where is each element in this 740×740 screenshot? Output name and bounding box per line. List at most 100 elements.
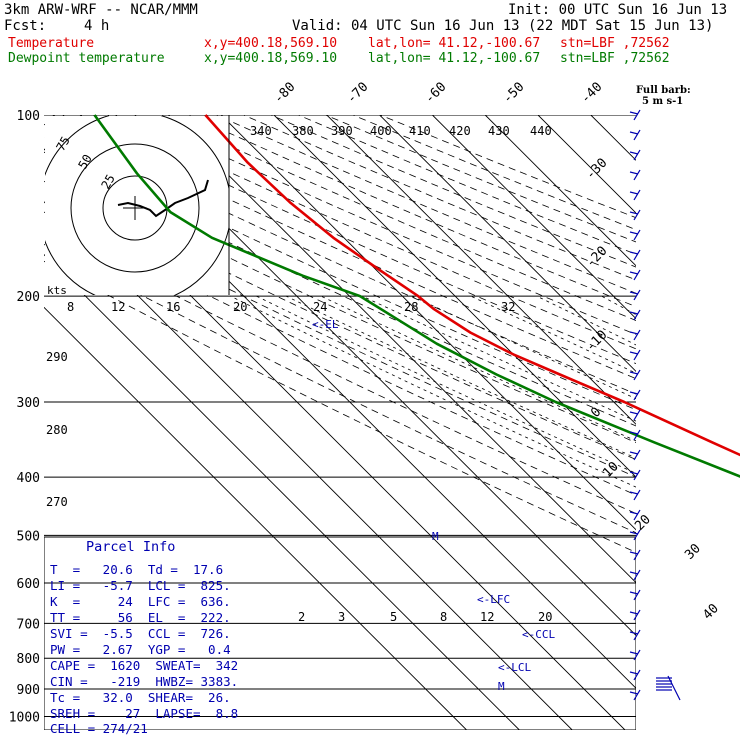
parcel-row: SREH = 27 LAPSE= 8.8 — [50, 706, 239, 721]
wind-barb-staff — [633, 549, 641, 561]
wind-barb-flag — [629, 111, 639, 115]
dry-adiabat — [79, 115, 636, 365]
wind-barb-staff — [633, 289, 641, 301]
wind-barb-flag — [629, 531, 639, 535]
parcel-row: T = 20.6 Td = 17.6 — [50, 562, 224, 577]
pressure-axis-label: 100 — [17, 109, 40, 124]
hodograph-ring-label: 50 — [75, 152, 94, 172]
temperature-station: stn=LBF ,72562 — [560, 36, 670, 51]
mixing-ratio-label: 12 — [480, 610, 494, 624]
temperature-xy: x,y=400.18,569.10 — [204, 36, 338, 51]
level-annotation: M — [432, 530, 439, 543]
isotherm-label: 0 — [588, 405, 604, 421]
wind-barb-flag — [629, 171, 639, 175]
wind-barb-staff — [633, 269, 641, 281]
mixing-ratio-label: 16 — [166, 300, 180, 314]
theta-label: 410 — [409, 124, 431, 138]
wind-barb-flag — [629, 631, 639, 635]
theta-side-label: 290 — [46, 350, 68, 364]
sounding-profiles — [93, 114, 740, 478]
level-annotation: <-LFC — [477, 593, 510, 606]
model-title: 3km ARW-WRF -- NCAR/MMM — [4, 2, 198, 18]
wind-barb-flag — [629, 211, 639, 215]
moist-adiabat — [601, 295, 636, 316]
parcel-row: CAPE = 1620 SWEAT= 342 — [50, 658, 239, 673]
valid-time: Valid: 04 UTC Sun 16 Jun 13 (22 MDT Sat … — [292, 18, 714, 34]
moist-adiabat — [470, 295, 636, 374]
wind-barb-flag — [629, 291, 639, 295]
pressure-axis-label: 800 — [17, 652, 40, 667]
isotherm-label: -70 — [344, 80, 371, 107]
dry-adiabat — [44, 151, 636, 427]
wind-barb-staff — [633, 509, 641, 521]
isotherm-label: -30 — [583, 156, 610, 183]
wind-barb-flag — [629, 311, 639, 315]
parcel-row: TT = 56 EL = 222. — [50, 610, 231, 625]
isotherm-label: 30 — [682, 541, 704, 563]
parcel-info-panel: Parcel Info T = 20.6 Td = 17.6 LI = -5.7… — [44, 537, 240, 736]
wind-barb-staff — [633, 329, 641, 341]
pressure-axis-label: 300 — [17, 396, 40, 411]
dry-adiabat — [243, 115, 636, 281]
isotherm-line — [273, 115, 636, 478]
dewpoint-legend: Dewpoint temperature — [8, 51, 165, 66]
pressure-axis-label: 900 — [17, 683, 40, 698]
wind-barb-flag — [629, 191, 639, 195]
pressure-axis-label: 500 — [17, 529, 40, 544]
pressure-axis-label: 200 — [17, 290, 40, 305]
wind-barb-flag — [629, 151, 639, 155]
theta-label: 420 — [449, 124, 471, 138]
theta-label: 440 — [530, 124, 552, 138]
isotherm-label: 40 — [700, 601, 722, 623]
wind-barb-staff — [633, 589, 641, 601]
wind-barb-staff — [633, 129, 641, 141]
mixing-ratio-label: 3 — [338, 610, 345, 624]
dry-adiabat — [44, 180, 636, 460]
theta-label: 340 — [250, 124, 272, 138]
wind-barb-flag — [629, 551, 639, 555]
wind-barb-flag — [629, 231, 639, 235]
wind-barb-flag — [629, 431, 639, 435]
hodograph-ring — [70, 143, 200, 273]
isotherm-line — [44, 306, 467, 730]
wind-barb-flag — [629, 611, 639, 615]
wind-barb-flag — [629, 371, 639, 375]
dry-adiabat — [325, 115, 636, 243]
dry-adiabat — [380, 115, 636, 219]
hodograph-ring-label: 25 — [98, 172, 117, 192]
wind-barb-staff — [633, 609, 641, 621]
dry-adiabat — [44, 137, 636, 411]
wind-barb-staff — [633, 389, 641, 401]
theta-side-label: 280 — [46, 423, 68, 437]
temperature-legend: Temperature — [8, 36, 95, 51]
wind-barb-staff — [633, 569, 641, 581]
mixing-ratio-label: 2 — [298, 610, 305, 624]
lower-frame — [44, 536, 636, 730]
wind-barb-staff — [633, 429, 641, 441]
mixing-ratio-label: 32 — [501, 300, 515, 314]
isotherm-label: -80 — [271, 80, 298, 107]
mixing-ratio-label: 20 — [233, 300, 247, 314]
wind-barb-staff — [633, 169, 641, 181]
wind-barb-staff — [633, 689, 641, 701]
wind-barb-staff — [633, 529, 641, 541]
dry-adiabat — [44, 227, 636, 514]
isotherm-line — [432, 115, 636, 320]
wind-barb-flag — [629, 651, 639, 655]
mixing-ratio-label: 5 — [390, 610, 397, 624]
dry-adiabat — [44, 196, 636, 478]
pressure-axis-label: 400 — [17, 471, 40, 486]
wind-barb-staff — [633, 109, 641, 121]
wind-barb-staff — [633, 309, 641, 321]
pressure-axis-label: 1000 — [9, 711, 40, 726]
wind-barb-staff — [633, 409, 641, 421]
wind-barb-staff — [633, 189, 641, 201]
dry-adiabat — [44, 243, 636, 534]
pressure-axis-label: 600 — [17, 577, 40, 592]
isotherm-label: -60 — [422, 80, 449, 107]
dry-adiabat — [270, 115, 636, 268]
moist-adiabat — [411, 295, 636, 400]
isotherm-line — [644, 115, 740, 730]
mixing-ratio-label: 28 — [404, 300, 418, 314]
level-annotation: <-LCL — [498, 661, 531, 674]
